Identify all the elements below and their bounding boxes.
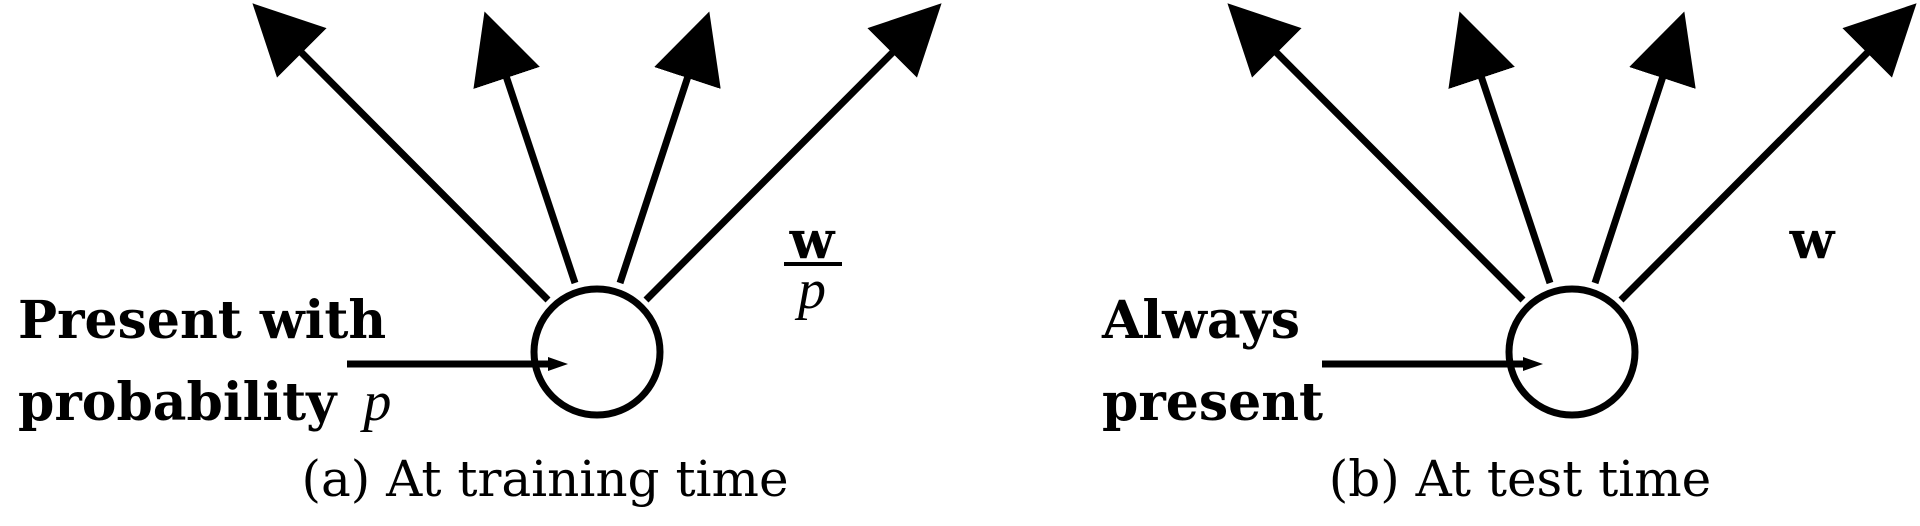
input-label-line1: Present with	[18, 290, 386, 351]
output-arrow-4	[643, 3, 942, 303]
output-arrow-1	[1227, 3, 1526, 303]
probability-var: p	[359, 371, 391, 433]
output-arrow-2	[1448, 11, 1554, 285]
input-label-line1: Always	[1101, 290, 1300, 351]
input-label-line2-group: probability p	[18, 371, 391, 433]
weight-denominator: p	[794, 259, 826, 321]
weight-label: w	[1789, 210, 1836, 271]
caption-a: (a) At training time	[301, 450, 788, 508]
panel-test: Always present w (b) At test time	[1101, 3, 1917, 508]
neuron-circle	[530, 285, 664, 419]
output-arrow-3	[1591, 11, 1696, 285]
output-arrow-3	[616, 11, 721, 285]
weight-numerator: w	[789, 210, 836, 271]
panel-training: Present with probability p w p (a) At tr…	[18, 3, 942, 508]
output-arrow-2	[473, 11, 579, 285]
output-arrow-4	[1618, 3, 1917, 303]
input-label-line2: probability	[18, 372, 338, 433]
output-arrow-1	[252, 3, 551, 303]
input-label-line2: present	[1102, 372, 1323, 433]
neuron-circle	[1505, 285, 1639, 419]
caption-b: (b) At test time	[1329, 450, 1712, 508]
input-arrowhead	[548, 357, 568, 371]
input-arrowhead	[1523, 357, 1543, 371]
